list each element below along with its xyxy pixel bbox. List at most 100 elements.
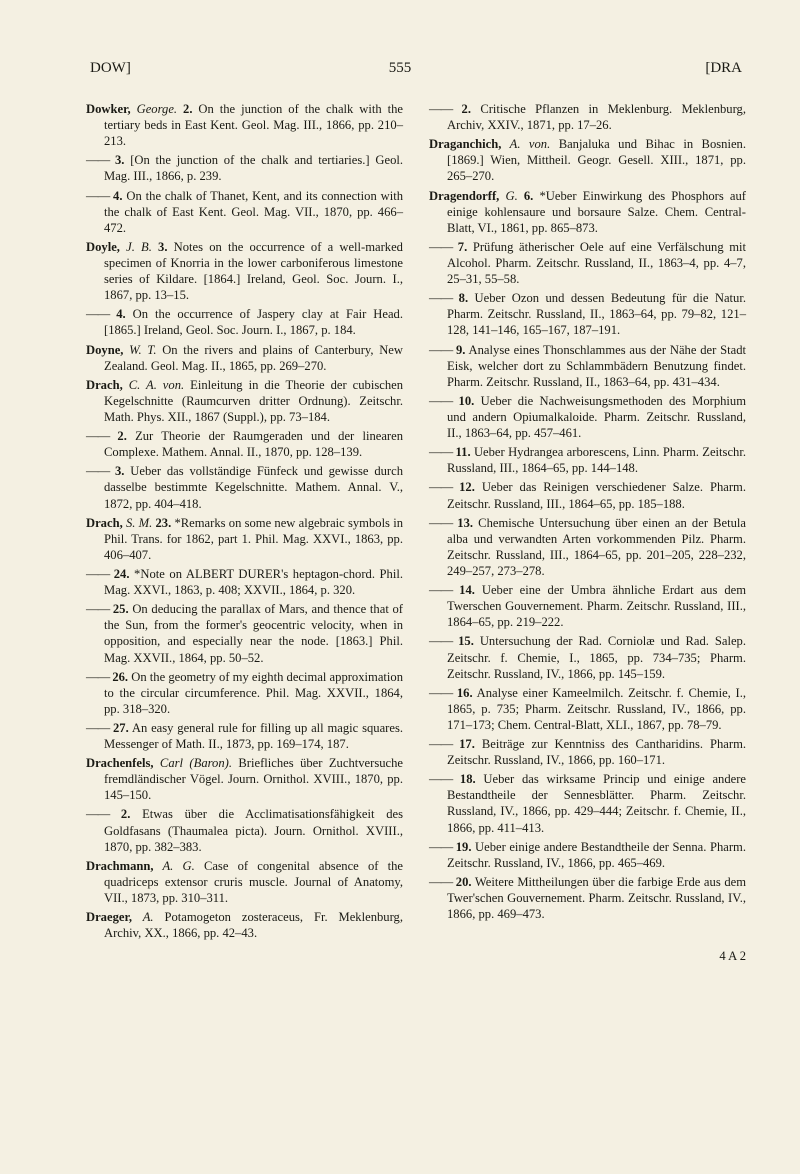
entry-text: On the occurrence of Jaspery clay at Fai… [104,307,403,337]
entry-text: Ueber einige andere Bestandtheile der Se… [447,840,746,870]
entry-number: 2. [177,102,192,116]
entry-number: 25. [109,602,128,616]
continuation-dash-icon: —— [429,445,452,459]
entry-number: 6. [518,189,534,203]
bibliography-entry: Doyle, J. B. 3. Notes on the occurrence … [86,239,403,303]
continuation-dash-icon: —— [86,429,109,443]
bibliography-entry: —— 16. Analyse einer Kameelmilch. Zeitsc… [429,685,746,733]
entry-number: 12. [452,480,475,494]
entry-text: Ueber das wirksame Princip und einige an… [447,772,746,834]
bibliography-entry: —— 2. Zur Theorie der Raumgeraden und de… [86,428,403,460]
entry-initials: C. A. von. [123,378,184,392]
entry-author: Drach, [86,378,123,392]
bibliography-entry: —— 14. Ueber eine der Umbra ähnliche Erd… [429,582,746,630]
entry-number: 3. [109,153,124,167]
entry-text: Beiträge zur Kenntniss des Cantharidins.… [447,737,746,767]
bibliography-columns: Dowker, George. 2. On the junction of th… [86,101,746,941]
continuation-dash-icon: —— [429,291,452,305]
running-head: DOW] 555 [DRA [86,60,746,77]
entry-text: Etwas über die Acclimatisationsfähigkeit… [104,807,403,853]
continuation-dash-icon: —— [429,772,452,786]
entry-number: 23. [152,516,171,530]
continuation-dash-icon: —— [86,307,109,321]
entry-author: Drach, [86,516,123,530]
bibliography-entry: —— 27. An easy general rule for filling … [86,720,403,752]
entry-text: Untersuchung der Rad. Corniolæ und Rad. … [447,634,746,680]
continuation-dash-icon: —— [429,583,452,597]
bibliography-entry: —— 25. On deducing the parallax of Mars,… [86,601,403,665]
continuation-dash-icon: —— [429,102,452,116]
entry-author: Doyle, [86,240,120,254]
entry-initials: W. T. [123,343,156,357]
entry-text: Zur Theorie der Raumgeraden und der line… [104,429,403,459]
entry-initials: A. von. [501,137,550,151]
entry-text: Chemische Untersuchung über einen an der… [447,516,746,578]
continuation-dash-icon: —— [86,602,109,616]
bibliography-entry: Doyne, W. T. On the rivers and plains of… [86,342,403,374]
bibliography-entry: —— 17. Beiträge zur Kenntniss des Cantha… [429,736,746,768]
header-right: [DRA [705,60,742,77]
entry-number: 19. [452,840,471,854]
entry-author: Draganchich, [429,137,501,151]
header-page-number: 555 [389,60,412,77]
continuation-dash-icon: —— [429,394,452,408]
bibliography-entry: Drachmann, A. G. Case of congenital abse… [86,858,403,906]
entry-text: Ueber Ozon und dessen Bedeutung für die … [447,291,746,337]
entry-number: 20. [452,875,471,889]
bibliography-entry: —— 8. Ueber Ozon und dessen Bedeutung fü… [429,290,746,338]
entry-number: 2. [452,102,471,116]
entry-text: Ueber Hydrangea arborescens, Linn. Pharm… [447,445,746,475]
entry-author: Draeger, [86,910,132,924]
entry-number: 15. [452,634,474,648]
entry-text: Ueber das Reinigen verschiedener Salze. … [447,480,746,510]
page: DOW] 555 [DRA Dowker, George. 2. On the … [0,0,800,1174]
entry-number: 27. [109,721,129,735]
bibliography-entry: —— 2. Etwas über die Acclimatisationsfäh… [86,806,403,854]
continuation-dash-icon: —— [429,240,452,254]
entry-author: Drachenfels, [86,756,154,770]
entry-author: Doyne, [86,343,123,357]
entry-author: Dowker, [86,102,131,116]
bibliography-entry: Dowker, George. 2. On the junction of th… [86,101,403,149]
bibliography-entry: —— 13. Chemische Untersuchung über einen… [429,515,746,579]
entry-initials: A. [132,910,154,924]
entry-number: 17. [452,737,475,751]
bibliography-entry: —— 4. On the occurrence of Jaspery clay … [86,306,403,338]
bibliography-entry: —— 20. Weitere Mittheilungen über die fa… [429,874,746,922]
entry-number: 10. [452,394,474,408]
continuation-dash-icon: —— [429,875,452,889]
entry-text: [On the junction of the chalk and tertia… [104,153,403,183]
entry-number: 9. [452,343,465,357]
entry-initials: Carl (Baron). [154,756,232,770]
entry-number: 2. [109,429,127,443]
continuation-dash-icon: —— [429,686,452,700]
entry-number: 13. [452,516,473,530]
entry-text: Analyse einer Kameelmilch. Zeitschr. f. … [447,686,746,732]
bibliography-entry: —— 11. Ueber Hydrangea arborescens, Linn… [429,444,746,476]
entry-text: Prüfung ätherischer Oele auf eine Verfäl… [447,240,746,286]
entry-number: 11. [452,445,470,459]
entry-initials: G. [499,189,517,203]
bibliography-entry: Drach, S. M. 23. *Remarks on some new al… [86,515,403,563]
entry-number: 3. [109,464,124,478]
continuation-dash-icon: —— [86,567,109,581]
bibliography-entry: Drach, C. A. von. Einleitung in die Theo… [86,377,403,425]
bibliography-entry: —— 4. On the chalk of Thanet, Kent, and … [86,188,403,236]
bibliography-entry: —— 24. *Note on ALBERT DURER's heptagon-… [86,566,403,598]
entry-number: 7. [452,240,467,254]
entry-text: Ueber das vollständige Fünfeck und gewis… [104,464,403,510]
entry-number: 3. [152,240,168,254]
entry-number: 26. [109,670,128,684]
entry-number: 16. [452,686,472,700]
entry-text: Critische Pflanzen in Meklenburg. Meklen… [447,102,746,132]
entry-number: 4. [109,189,122,203]
bibliography-entry: Drachenfels, Carl (Baron). Briefliches ü… [86,755,403,803]
entry-text: On the geometry of my eighth decimal app… [104,670,403,716]
entry-text: Weitere Mittheilungen über die farbige E… [447,875,746,921]
continuation-dash-icon: —— [86,670,109,684]
entry-initials: J. B. [120,240,152,254]
bibliography-entry: Dragendorff, G. 6. *Ueber Einwirkung des… [429,188,746,236]
bibliography-entry: —— 26. On the geometry of my eighth deci… [86,669,403,717]
bibliography-entry: —— 12. Ueber das Reinigen verschiedener … [429,479,746,511]
bibliography-entry: —— 3. [On the junction of the chalk and … [86,152,403,184]
